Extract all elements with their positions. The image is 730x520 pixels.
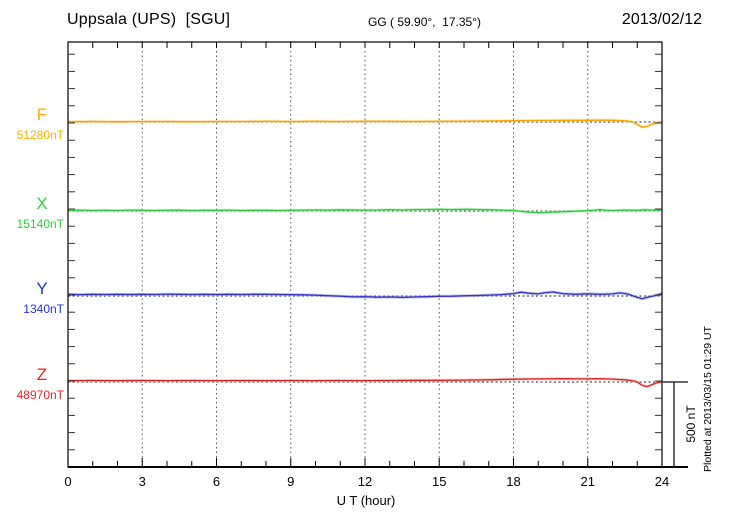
trace-F [67, 119, 663, 128]
trace-Z [67, 378, 663, 388]
plotted-at-timestamp: Plotted at 2013/03/15 01:29 UT [702, 326, 714, 472]
x-tick-label-12: 12 [357, 474, 373, 489]
station-title: Uppsala (UPS) [SGU] [67, 11, 231, 28]
x-tick-label-21: 21 [580, 474, 595, 489]
x-tick-label-9: 9 [287, 474, 295, 489]
x-axis-title: U T (hour) [336, 493, 396, 508]
x-tick-label-0: 0 [64, 474, 72, 489]
component-baseline-value-F: 51280nT [16, 128, 64, 142]
x-tick-label-24: 24 [654, 474, 670, 489]
plot-date: 2013/02/12 [621, 11, 702, 28]
component-baseline-value-Y: 1340nT [23, 302, 64, 316]
trace-halo-Y [67, 290, 663, 301]
component-letter-X: X [36, 194, 48, 213]
component-letter-F: F [36, 105, 48, 124]
component-baseline-value-X: 15140nT [16, 217, 64, 231]
trace-Y [67, 291, 663, 300]
component-letter-Y: Y [36, 279, 48, 298]
component-baseline-value-Z: 48970nT [16, 388, 64, 402]
x-tick-label-6: 6 [212, 474, 221, 489]
scale-bar-label: 500 nT [684, 405, 698, 443]
x-tick-label-15: 15 [432, 474, 447, 489]
x-tick-label-18: 18 [506, 474, 521, 489]
trace-X [67, 208, 663, 214]
geographic-coordinates: GG ( 59.90°, 17.35°) [368, 15, 481, 29]
component-letter-Z: Z [36, 365, 48, 384]
x-tick-label-3: 3 [138, 474, 146, 489]
